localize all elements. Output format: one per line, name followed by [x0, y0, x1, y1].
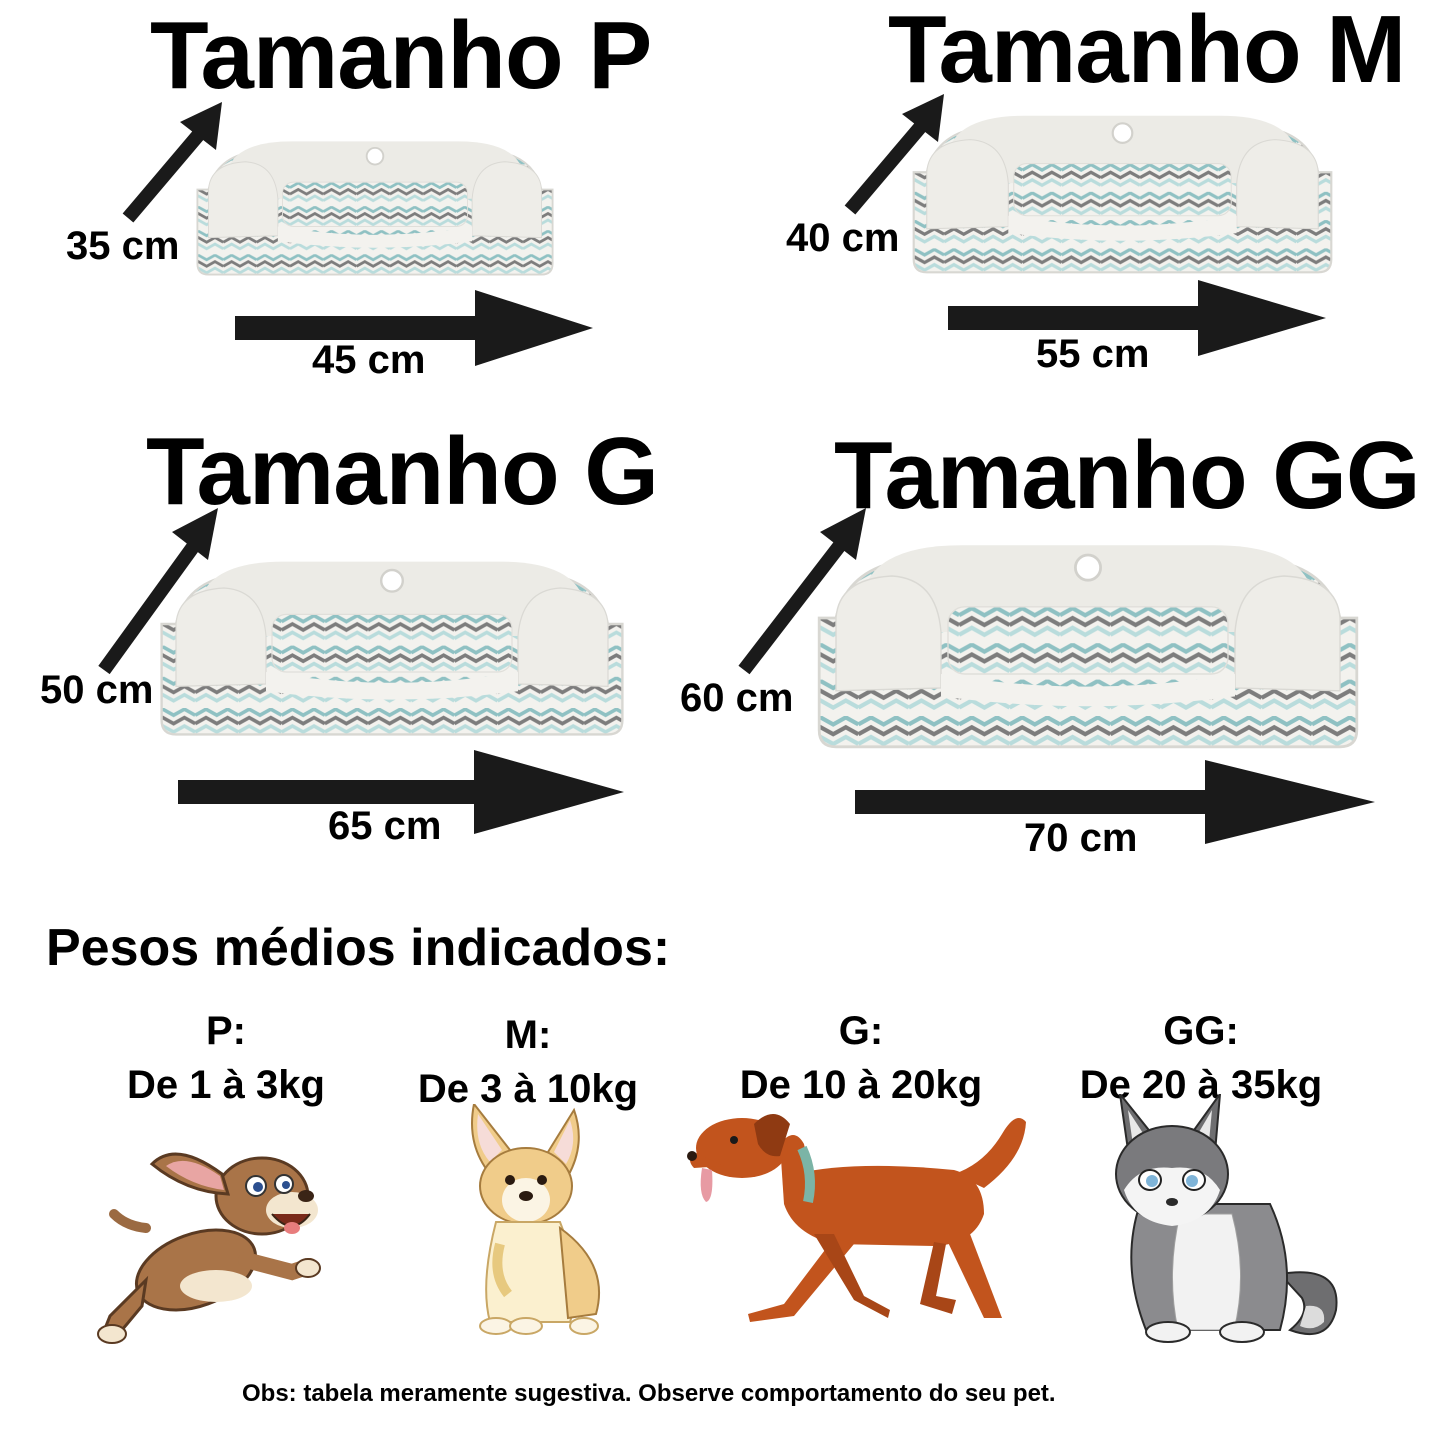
- disclaimer-note: Obs: tabela meramente sugestiva. Observe…: [242, 1380, 1056, 1407]
- depth-label-g: 50 cm: [40, 668, 154, 712]
- width-label-gg: 70 cm: [1024, 816, 1138, 860]
- width-arrow-g: [178, 750, 624, 834]
- weight-label-g: G: De 10 à 20kg: [706, 1004, 1016, 1112]
- weight-label-m: M: De 3 à 10kg: [380, 1008, 676, 1116]
- width-label-g: 65 cm: [328, 804, 442, 848]
- width-arrow-p: [235, 290, 593, 366]
- corgi-puppy-icon: [471, 1104, 600, 1335]
- bed-image-m: [912, 114, 1333, 274]
- depth-arrow-g: [98, 508, 218, 675]
- depth-label-p: 35 cm: [66, 224, 180, 268]
- depth-arrow-gg: [738, 508, 866, 675]
- width-arrow-gg: [855, 760, 1375, 844]
- width-arrow-m: [948, 280, 1326, 356]
- width-label-m: 55 cm: [1036, 332, 1150, 376]
- weights-heading: Pesos médios indicados:: [46, 919, 671, 977]
- weight-size-p: P:: [206, 1009, 246, 1053]
- size-title-p: Tamanho P: [150, 2, 652, 109]
- weight-range-p: De 1 à 3kg: [127, 1063, 325, 1107]
- depth-arrow-m: [844, 94, 944, 215]
- depth-label-gg: 60 cm: [680, 676, 794, 720]
- weight-range-g: De 10 à 20kg: [739, 1063, 983, 1107]
- depth-label-m: 40 cm: [786, 216, 900, 260]
- bed-image-p: [196, 140, 554, 276]
- weight-range-m: De 3 à 10kg: [417, 1067, 639, 1111]
- weight-size-gg: GG:: [1163, 1009, 1239, 1053]
- walking-dog-icon: [687, 1114, 1026, 1322]
- weight-size-m: M:: [504, 1013, 552, 1057]
- running-puppy-icon: [97, 1152, 321, 1344]
- size-title-m: Tamanho M: [888, 0, 1406, 103]
- husky-puppy-icon: [1115, 1094, 1338, 1343]
- depth-arrow-p: [122, 102, 222, 223]
- weight-size-g: G:: [838, 1009, 884, 1053]
- width-label-p: 45 cm: [312, 338, 426, 382]
- weight-label-p: P: De 1 à 3kg: [86, 1004, 366, 1112]
- bed-image-g: [160, 560, 624, 736]
- size-title-gg: Tamanho GG: [834, 422, 1421, 529]
- size-title-g: Tamanho G: [146, 418, 659, 525]
- bed-image-gg: [817, 543, 1359, 749]
